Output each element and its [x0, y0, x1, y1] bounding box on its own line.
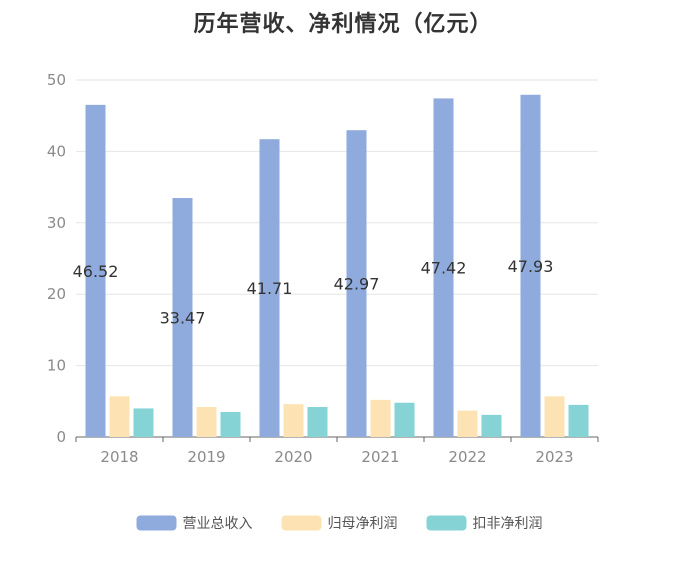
y-tick-label: 50 [47, 71, 66, 89]
y-tick-label: 0 [56, 428, 66, 446]
data-label: 46.52 [73, 262, 119, 281]
data-labels: 46.52 33.47 41.71 42.97 47.42 47.93 [73, 257, 554, 328]
bar [544, 396, 565, 437]
bar [370, 399, 391, 437]
bar [220, 412, 241, 437]
legend: 营业总收入 归母净利润 扣非净利润 [136, 515, 543, 532]
x-tick-label: 2022 [448, 448, 486, 466]
legend-label: 营业总收入 [183, 516, 253, 532]
x-tick-label: 2018 [100, 448, 138, 466]
bar [568, 404, 589, 437]
data-label: 33.47 [160, 309, 206, 328]
legend-label: 归母净利润 [328, 515, 398, 532]
bar [109, 396, 130, 437]
y-tick-label: 20 [47, 285, 66, 303]
bar [85, 104, 106, 437]
bar [457, 410, 478, 437]
x-tick-label: 2020 [274, 448, 312, 466]
x-tick-label: 2021 [361, 448, 399, 466]
legend-swatch [136, 515, 177, 531]
axes: 0 10 20 30 40 50 2018 2019 2020 2021 2022 2023 [47, 71, 599, 466]
data-label: 47.42 [421, 259, 467, 278]
y-tick-label: 40 [47, 142, 66, 160]
bar [196, 407, 217, 437]
chart-title: 历年营收、净利情况（亿元） [193, 12, 493, 37]
bar [307, 407, 328, 437]
x-tick-label: 2023 [535, 448, 573, 466]
legend-swatch [426, 515, 467, 531]
legend-swatch [281, 515, 322, 531]
bar [481, 414, 502, 437]
bars [85, 94, 589, 438]
bar [346, 130, 367, 437]
bar [520, 94, 541, 438]
data-label: 47.93 [508, 257, 554, 276]
bar [283, 404, 304, 437]
x-tick-label: 2019 [187, 448, 225, 466]
bar [172, 198, 193, 437]
data-label: 42.97 [334, 275, 380, 294]
y-tick-label: 30 [47, 214, 66, 232]
bar [259, 139, 280, 437]
bar [433, 98, 454, 437]
data-label: 41.71 [247, 279, 293, 298]
y-tick-label: 10 [47, 357, 66, 375]
bar [133, 408, 154, 437]
legend-label: 扣非净利润 [473, 516, 543, 532]
grid-lines [76, 79, 598, 367]
bar [394, 402, 415, 437]
